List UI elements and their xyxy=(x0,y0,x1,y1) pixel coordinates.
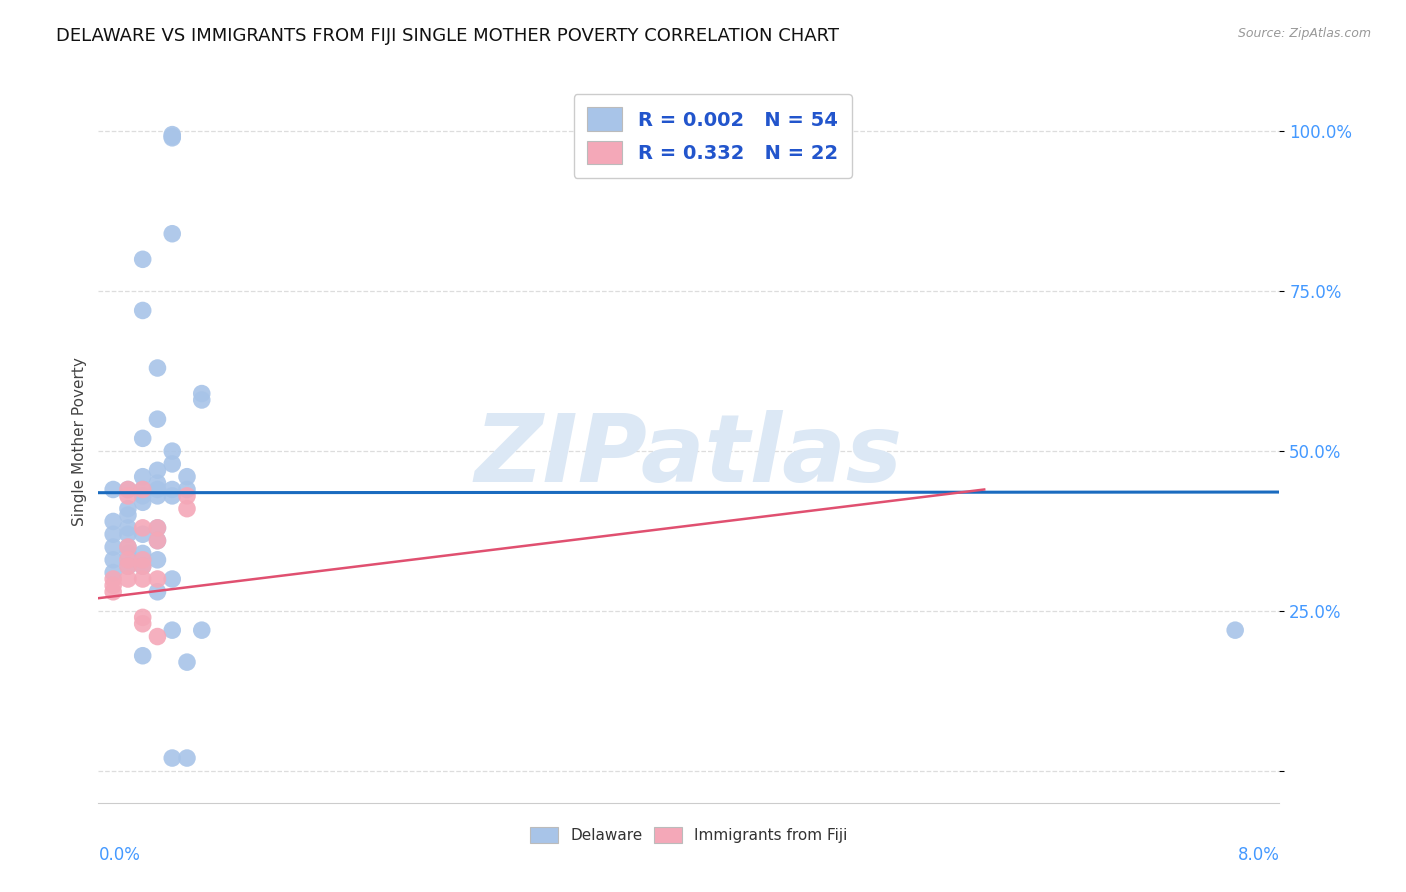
Point xyxy=(117,489,139,503)
Point xyxy=(162,623,183,637)
Text: ZIPatlas: ZIPatlas xyxy=(475,410,903,502)
Point xyxy=(103,572,125,586)
Point xyxy=(146,521,169,535)
Point xyxy=(146,476,169,491)
Point xyxy=(132,303,155,318)
Point xyxy=(146,463,169,477)
Y-axis label: Single Mother Poverty: Single Mother Poverty xyxy=(72,357,87,526)
Point xyxy=(132,527,155,541)
Point xyxy=(132,431,155,445)
Point xyxy=(117,559,139,574)
Point xyxy=(176,469,198,483)
Point xyxy=(132,483,155,497)
Point xyxy=(146,533,169,548)
Point xyxy=(117,527,139,541)
Point xyxy=(132,610,155,624)
Point xyxy=(191,392,214,407)
Point xyxy=(146,412,169,426)
Point xyxy=(117,546,139,560)
Point xyxy=(132,616,155,631)
Point xyxy=(191,623,214,637)
Text: 0.0%: 0.0% xyxy=(98,847,141,864)
Point xyxy=(117,483,139,497)
Text: Source: ZipAtlas.com: Source: ZipAtlas.com xyxy=(1237,27,1371,40)
Point xyxy=(117,521,139,535)
Point xyxy=(117,572,139,586)
Point xyxy=(162,128,183,142)
Point xyxy=(117,540,139,554)
Point xyxy=(132,559,155,574)
Point xyxy=(103,515,125,529)
Point xyxy=(132,521,155,535)
Point xyxy=(176,751,198,765)
Point xyxy=(162,444,183,458)
Point xyxy=(176,501,198,516)
Point xyxy=(103,483,125,497)
Point xyxy=(162,483,183,497)
Point xyxy=(103,578,125,592)
Point xyxy=(162,751,183,765)
Point xyxy=(117,540,139,554)
Point xyxy=(146,630,169,644)
Point xyxy=(117,559,139,574)
Point xyxy=(103,584,125,599)
Point xyxy=(117,501,139,516)
Point xyxy=(162,489,183,503)
Point xyxy=(132,559,155,574)
Point xyxy=(132,495,155,509)
Point xyxy=(103,527,125,541)
Point xyxy=(132,572,155,586)
Point xyxy=(132,648,155,663)
Point xyxy=(176,489,198,503)
Point xyxy=(117,508,139,522)
Point xyxy=(132,483,155,497)
Point xyxy=(132,546,155,560)
Legend: Delaware, Immigrants from Fiji: Delaware, Immigrants from Fiji xyxy=(524,822,853,849)
Point xyxy=(146,584,169,599)
Point xyxy=(146,553,169,567)
Point xyxy=(146,521,169,535)
Point xyxy=(162,129,183,144)
Point xyxy=(146,572,169,586)
Point xyxy=(117,553,139,567)
Point xyxy=(146,533,169,548)
Point xyxy=(103,553,125,567)
Text: DELAWARE VS IMMIGRANTS FROM FIJI SINGLE MOTHER POVERTY CORRELATION CHART: DELAWARE VS IMMIGRANTS FROM FIJI SINGLE … xyxy=(56,27,839,45)
Point xyxy=(132,252,155,267)
Point xyxy=(103,566,125,580)
Point xyxy=(132,469,155,483)
Point xyxy=(191,386,214,401)
Text: 8.0%: 8.0% xyxy=(1237,847,1279,864)
Point xyxy=(146,489,169,503)
Point xyxy=(117,483,139,497)
Point xyxy=(176,483,198,497)
Point xyxy=(162,572,183,586)
Point xyxy=(176,655,198,669)
Point xyxy=(162,227,183,241)
Point xyxy=(162,131,183,145)
Point xyxy=(146,361,169,376)
Point xyxy=(132,553,155,567)
Point xyxy=(1225,623,1247,637)
Point xyxy=(162,457,183,471)
Point xyxy=(146,483,169,497)
Point xyxy=(103,540,125,554)
Point xyxy=(132,489,155,503)
